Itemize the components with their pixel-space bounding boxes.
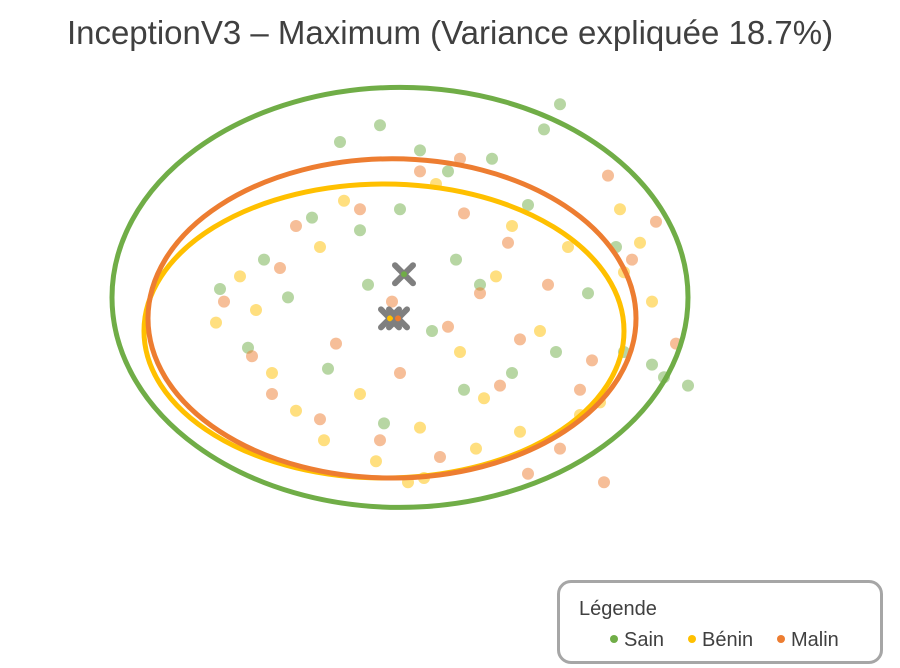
ellipse-benin	[141, 181, 627, 481]
point-benin-21	[514, 425, 526, 438]
legend-title: Légende	[579, 598, 657, 620]
point-malin-13	[374, 434, 386, 447]
point-benin-15	[370, 455, 382, 468]
point-malin-8	[626, 253, 638, 266]
legend-label-sain: Sain	[624, 629, 665, 651]
point-malin-4	[442, 320, 454, 333]
legend-marker-sain	[610, 634, 618, 643]
legend: Légende Sain Bénin Malin	[557, 580, 883, 664]
point-sain-23	[506, 367, 518, 379]
point-sain-16	[394, 203, 406, 216]
point-benin-26	[318, 434, 330, 447]
point-malin-25	[394, 367, 406, 379]
legend-entry-malin: Malin	[777, 629, 839, 652]
legend-entry-sain: Sain	[610, 629, 664, 652]
point-malin-10	[554, 442, 566, 455]
point-benin-22	[470, 442, 482, 455]
point-sain-29	[522, 199, 534, 211]
point-benin-11	[646, 295, 658, 308]
point-benin-5	[454, 346, 466, 358]
point-malin-5	[494, 379, 506, 392]
point-benin-4	[414, 421, 426, 434]
point-malin-0	[218, 295, 230, 308]
point-sain-12	[214, 283, 226, 295]
point-malin-29	[454, 152, 466, 165]
ellipse-malin	[145, 156, 639, 481]
point-malin-1	[274, 262, 286, 274]
point-benin-7	[534, 325, 546, 337]
point-malin-18	[414, 165, 426, 178]
point-sain-19	[362, 278, 374, 291]
point-sain-26	[378, 417, 390, 430]
point-sain-15	[354, 224, 366, 237]
point-malin-17	[354, 203, 366, 216]
point-malin-22	[650, 215, 662, 228]
point-malin-24	[574, 383, 586, 396]
point-sain-14	[306, 211, 318, 224]
point-sain-4	[486, 152, 498, 165]
point-sain-20	[282, 291, 294, 304]
legend-entry-benin: Bénin	[688, 629, 753, 652]
point-malin-11	[522, 467, 534, 480]
point-benin-16	[290, 404, 302, 417]
point-benin-10	[634, 236, 646, 249]
point-benin-20	[210, 316, 222, 329]
point-sain-24	[550, 346, 562, 358]
legend-label-benin: Bénin	[702, 629, 754, 651]
point-malin-26	[266, 388, 278, 400]
ellipse-sain	[109, 84, 691, 510]
point-malin-20	[502, 236, 514, 249]
point-benin-23	[562, 241, 574, 253]
point-sain-1	[374, 119, 386, 132]
point-sain-6	[554, 98, 566, 111]
point-benin-17	[338, 194, 350, 207]
point-benin-3	[354, 388, 366, 400]
centroid-malin	[386, 306, 410, 331]
centroid-sain	[392, 262, 416, 287]
point-sain-21	[258, 253, 270, 266]
point-sain-17	[450, 253, 462, 266]
point-sain-5	[538, 123, 550, 136]
point-malin-3	[386, 295, 398, 308]
point-malin-6	[542, 278, 554, 291]
point-malin-2	[330, 337, 342, 350]
point-benin-1	[266, 367, 278, 379]
point-malin-21	[602, 169, 614, 182]
legend-label-malin: Malin	[791, 629, 839, 651]
point-sain-8	[646, 358, 658, 371]
point-malin-16	[290, 220, 302, 232]
point-sain-2	[414, 144, 426, 157]
confidence-ellipses	[109, 84, 691, 510]
point-benin-0	[234, 270, 246, 283]
point-benin-27	[478, 392, 490, 405]
point-malin-27	[474, 287, 486, 300]
point-malin-12	[434, 451, 446, 463]
point-sain-27	[322, 362, 334, 375]
point-benin-25	[614, 203, 626, 216]
point-sain-28	[582, 287, 594, 300]
point-malin-19	[458, 207, 470, 220]
point-sain-22	[426, 325, 438, 337]
point-malin-23	[598, 476, 610, 489]
chart-title: InceptionV3 – Maximum (Variance expliqué…	[66, 14, 834, 51]
point-malin-7	[586, 354, 598, 367]
centroid-markers	[378, 262, 416, 331]
point-sain-18	[474, 278, 486, 291]
point-benin-6	[490, 270, 502, 283]
point-benin-19	[506, 220, 518, 232]
point-sain-0	[334, 136, 346, 148]
point-sain-3	[442, 165, 454, 178]
legend-marker-malin	[777, 634, 785, 643]
point-sain-25	[458, 383, 470, 396]
point-benin-2	[314, 241, 326, 253]
point-malin-14	[314, 413, 326, 426]
point-malin-15	[246, 350, 258, 363]
point-malin-28	[514, 333, 526, 346]
point-benin-24	[250, 304, 262, 316]
legend-marker-benin	[688, 634, 696, 643]
point-sain-9	[682, 379, 694, 392]
